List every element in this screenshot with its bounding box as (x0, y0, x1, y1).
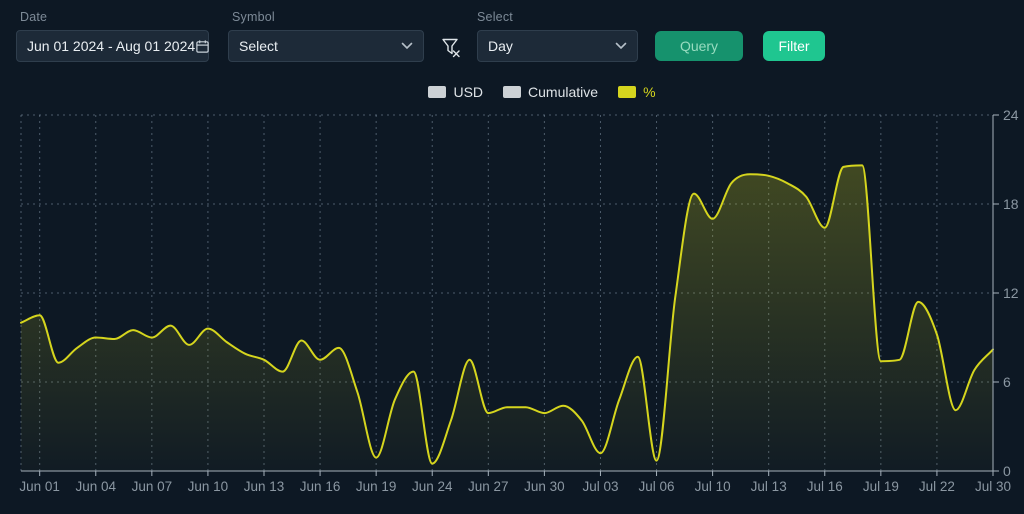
legend-label-cumulative: Cumulative (528, 84, 599, 100)
svg-text:Jun 10: Jun 10 (188, 479, 229, 494)
calendar-icon (195, 39, 210, 54)
symbol-select-value: Select (239, 38, 278, 54)
svg-text:Jul 22: Jul 22 (919, 479, 955, 494)
symbol-field-label: Symbol (232, 10, 275, 24)
svg-text:Jun 19: Jun 19 (356, 479, 397, 494)
y-axis-labels: 0 6 12 18 24 (1003, 107, 1019, 479)
legend-swatch-percent (618, 86, 637, 98)
svg-text:Jun 16: Jun 16 (300, 479, 341, 494)
svg-text:Jul 19: Jul 19 (863, 479, 899, 494)
series-line (20, 164, 994, 465)
interval-field-label: Select (477, 10, 513, 24)
chevron-down-icon (615, 42, 627, 50)
interval-select[interactable]: Day (477, 30, 638, 62)
query-button[interactable]: Query (655, 31, 743, 61)
x-axis-labels: Jun 01 Jun 04 Jun 07 Jun 10 Jun 13 Jun 16 Jun … (19, 479, 1011, 494)
svg-text:Jun 01: Jun 01 (19, 479, 60, 494)
svg-text:24: 24 (1003, 107, 1019, 123)
svg-text:Jul 06: Jul 06 (639, 479, 675, 494)
filter-clear-icon (440, 36, 462, 59)
legend-swatch-usd (428, 86, 447, 98)
svg-text:Jul 03: Jul 03 (582, 479, 618, 494)
legend-item-usd[interactable]: USD (428, 84, 483, 100)
svg-text:6: 6 (1003, 374, 1011, 390)
legend-swatch-cumulative (503, 86, 522, 98)
date-range-value: Jun 01 2024 - Aug 01 2024 (27, 38, 196, 54)
svg-text:Jun 27: Jun 27 (468, 479, 509, 494)
date-field-label: Date (20, 10, 48, 24)
svg-text:Jul 13: Jul 13 (751, 479, 787, 494)
svg-text:0: 0 (1003, 463, 1011, 479)
axis-lines (21, 114, 999, 476)
filter-clear-button[interactable] (438, 34, 464, 60)
symbol-select[interactable]: Select (228, 30, 424, 62)
date-range-input[interactable]: Jun 01 2024 - Aug 01 2024 (16, 30, 209, 62)
interval-select-value: Day (488, 38, 513, 54)
svg-text:Jul 30: Jul 30 (975, 479, 1011, 494)
legend-item-percent[interactable]: % (618, 84, 656, 100)
svg-text:18: 18 (1003, 196, 1019, 212)
svg-text:Jul 16: Jul 16 (807, 479, 843, 494)
series-area (21, 165, 993, 471)
legend-label-percent: % (643, 84, 656, 100)
filter-button[interactable]: Filter (763, 31, 825, 61)
svg-text:Jun 24: Jun 24 (412, 479, 453, 494)
legend-label-usd: USD (453, 84, 484, 100)
svg-text:12: 12 (1003, 285, 1019, 301)
svg-text:Jun 07: Jun 07 (132, 479, 173, 494)
legend-item-cumulative[interactable]: Cumulative (503, 84, 598, 100)
svg-text:Jun 13: Jun 13 (244, 479, 285, 494)
svg-text:Jul 10: Jul 10 (695, 479, 731, 494)
svg-text:Jun 30: Jun 30 (524, 479, 565, 494)
chart-legend: USD Cumulative % (30, 83, 1024, 101)
svg-text:Jun 04: Jun 04 (75, 479, 116, 494)
chevron-down-icon (401, 42, 413, 50)
